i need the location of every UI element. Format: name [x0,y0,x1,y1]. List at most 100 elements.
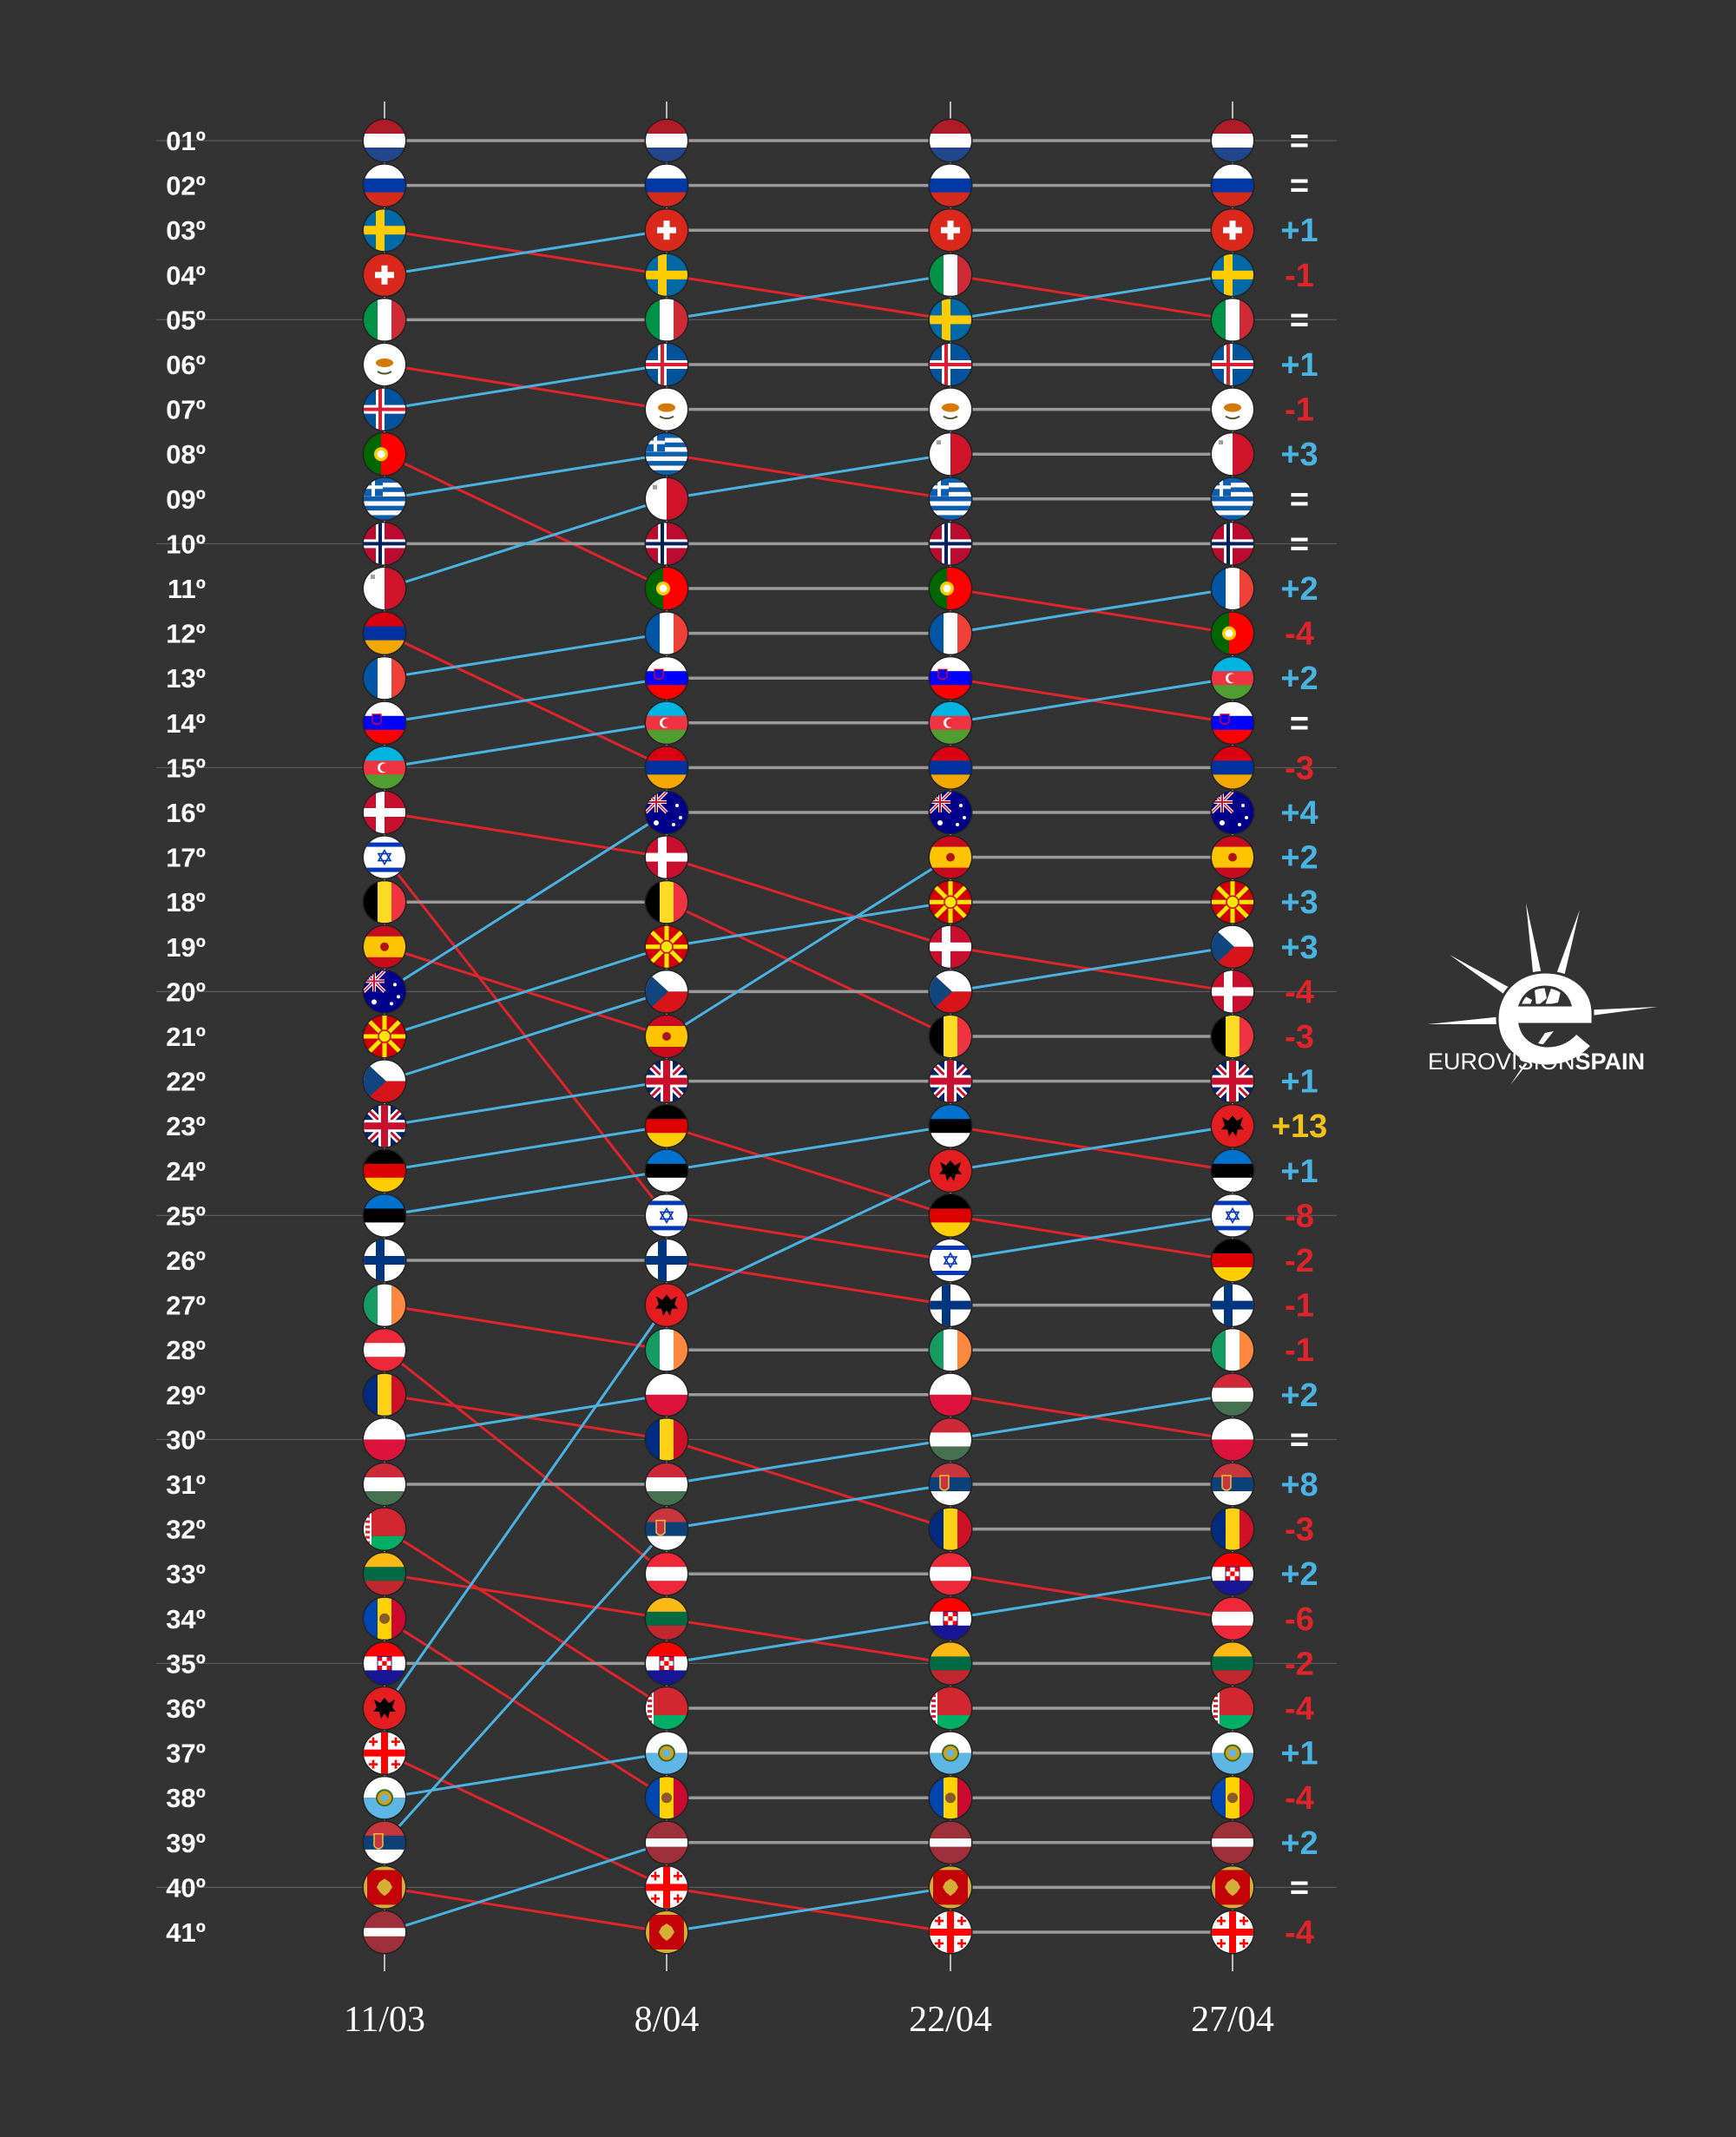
flag-ge-icon [1210,1910,1255,1955]
change-label: +3 [1280,884,1318,921]
flag-is-icon [928,342,973,387]
flag-si-icon [928,655,973,700]
flag-no-icon [644,521,689,566]
connection-line [384,1528,667,1710]
flag-pt-icon [644,566,689,611]
connection-line [384,1349,667,1575]
connection-line [950,1393,1233,1441]
flag-ru-icon [928,163,973,208]
connection-line [950,1124,1233,1173]
flag-sm-icon [644,1731,689,1776]
flag-no-icon [362,521,407,566]
flag-fi-icon [928,1283,973,1328]
flag-it-icon [362,297,407,342]
change-label: +2 [1280,1556,1318,1593]
connection-line [666,1437,951,1531]
flag-me-icon [644,1910,689,1955]
change-label: +13 [1272,1108,1327,1145]
flag-de-icon [362,1148,407,1193]
flag-ee-icon [362,1193,407,1238]
connection-line [666,1259,951,1307]
flag-hu-icon [1210,1372,1255,1417]
change-label: = [1290,706,1309,742]
flag-is-icon [644,342,689,387]
date-label: 11/03 [344,2000,425,2040]
connection-line [384,228,667,277]
flag-si-icon [362,700,407,746]
flag-by-icon [644,1686,689,1731]
connection-line [384,1304,667,1351]
flag-se-icon [644,253,689,298]
rank-label: 41º [166,1917,206,1948]
brand-name-light: EUROVISION [1427,1049,1575,1075]
flag-pt-icon [928,566,973,611]
flag-md-icon [1210,1775,1255,1820]
flag-az-icon [644,700,689,746]
change-label: -1 [1285,1332,1314,1369]
flag-se-icon [928,297,973,342]
date-label: 8/04 [635,2000,700,2040]
change-label: = [1290,168,1309,205]
rank-label: 30º [166,1424,206,1455]
change-label: -4 [1285,974,1314,1010]
change-label: -2 [1285,1243,1314,1279]
connection-line [666,452,951,501]
flag-de-icon [928,1193,973,1238]
flag-is-icon [362,387,407,432]
flag-cz-icon [644,969,689,1014]
change-label: +8 [1280,1467,1318,1503]
flag-cy-icon [1210,387,1255,432]
rank-label: 12º [166,619,206,649]
flag-il-icon [644,1193,689,1238]
flag-fi-icon [644,1238,689,1283]
flag-ro-icon [362,1372,407,1417]
connection-line [950,587,1233,635]
rank-label: 35º [166,1648,206,1679]
flag-hu-icon [928,1417,973,1462]
flag-ee-icon [928,1103,973,1148]
flag-az-icon [362,745,407,790]
flag-hr-icon [362,1641,407,1686]
connection-line [384,632,667,680]
flag-md-icon [928,1775,973,1820]
connection-line [666,273,951,321]
rank-label: 18º [166,887,206,917]
rank-label: 13º [166,663,206,694]
flag-ge-icon [928,1910,973,1955]
flag-fr-icon [644,611,689,656]
connection-line [384,811,667,859]
rank-label: 14º [166,708,206,739]
connection-line [384,452,667,590]
flag-at-icon [1210,1596,1255,1641]
change-label: = [1290,1870,1309,1906]
change-label: -4 [1285,1915,1314,1951]
flag-hr-icon [644,1641,689,1686]
flag-mt-icon [1210,431,1255,477]
flag-lv-icon [644,1820,689,1865]
flag-pt-icon [1210,611,1255,656]
flag-au-icon [362,969,407,1014]
flag-nl-icon [362,118,407,163]
flag-me-icon [928,1864,973,1910]
flag-ge-icon [362,1731,407,1776]
flag-hu-icon [644,1462,689,1507]
flag-lv-icon [1210,1820,1255,1865]
connection-line [666,1437,951,1486]
flag-pl-icon [928,1372,973,1417]
change-label: = [1290,123,1309,160]
change-label: = [1290,526,1309,562]
rank-label: 37º [166,1739,206,1769]
rank-label: 16º [166,798,206,828]
flag-cz-icon [928,969,973,1014]
connection-line [383,1528,668,1844]
flag-by-icon [362,1507,407,1552]
change-label: = [1290,482,1309,518]
rank-label: 11º [168,574,206,604]
flag-nl-icon [928,118,973,163]
flag-ie-icon [362,1283,407,1328]
flag-mk-icon [644,924,689,970]
flag-gr-icon [928,477,973,522]
connection-line [666,1124,951,1173]
flag-me-icon [1210,1864,1255,1910]
change-label: -1 [1285,258,1314,294]
